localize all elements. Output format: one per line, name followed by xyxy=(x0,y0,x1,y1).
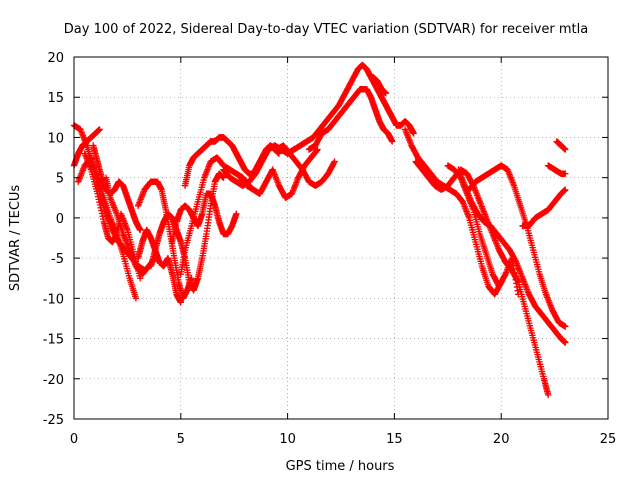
series-arc-18 xyxy=(359,61,417,137)
y-tick-label: -10 xyxy=(43,292,64,307)
y-tick-label: 20 xyxy=(47,51,64,66)
data-point xyxy=(137,275,144,282)
data-point xyxy=(382,90,390,97)
y-tick-label: 10 xyxy=(47,131,64,146)
series-arc-11 xyxy=(177,154,253,278)
plot-frame xyxy=(73,56,609,420)
series-arc-14 xyxy=(237,146,321,201)
data-point xyxy=(544,391,552,399)
series-arc-16 xyxy=(284,61,366,157)
series-arc-8 xyxy=(134,226,184,306)
data-point xyxy=(515,291,522,298)
x-tick-label: 5 xyxy=(177,432,185,447)
x-axis-label: GPS time / hours xyxy=(286,459,395,474)
chart-title: Day 100 of 2022, Sidereal Day-to-day VTE… xyxy=(64,22,588,37)
series-arc-20 xyxy=(369,73,390,97)
y-tick-label: 15 xyxy=(47,91,64,106)
y-tick-label: -15 xyxy=(43,333,64,348)
data-point xyxy=(314,146,321,153)
data-point xyxy=(562,170,569,177)
series-arc-22 xyxy=(412,158,552,399)
series-arc-26 xyxy=(519,186,569,230)
data-point xyxy=(562,339,569,346)
data-points xyxy=(70,61,569,399)
series-arc-1 xyxy=(70,126,103,169)
axis-ticks: 0 5 10 15 20 25 -25 -20 -15 -10 -5 0 5 10 15 20 xyxy=(43,51,617,447)
x-tick-label: 15 xyxy=(386,432,403,447)
y-tick-label: 5 xyxy=(56,172,64,187)
series-arc-27 xyxy=(544,162,569,177)
data-point xyxy=(562,146,569,153)
data-point xyxy=(410,130,417,137)
y-tick-label: -20 xyxy=(43,373,64,388)
y-axis-label: SDTVAR / TECUs xyxy=(8,185,23,292)
data-point xyxy=(220,174,227,181)
series-arc-7 xyxy=(134,178,195,302)
data-point xyxy=(562,186,569,193)
x-tick-label: 25 xyxy=(600,432,617,447)
x-tick-label: 0 xyxy=(70,432,78,447)
x-tick-label: 10 xyxy=(279,432,296,447)
data-point xyxy=(137,226,144,234)
series-arc-24 xyxy=(455,166,569,346)
y-tick-label: 0 xyxy=(56,212,64,227)
series-arc-25 xyxy=(465,162,569,330)
series-arc-15 xyxy=(273,142,338,189)
data-point xyxy=(331,158,338,165)
series-arc-19 xyxy=(363,85,396,145)
x-tick-label: 20 xyxy=(493,432,510,447)
data-point xyxy=(96,126,103,133)
data-point xyxy=(177,299,184,306)
y-tick-label: -5 xyxy=(51,252,64,267)
data-point xyxy=(562,323,569,330)
data-point xyxy=(132,295,140,302)
data-point xyxy=(389,138,396,145)
data-point xyxy=(233,210,240,218)
y-tick-label: -25 xyxy=(43,413,64,428)
series-arc-28 xyxy=(553,138,569,153)
series-arc-17 xyxy=(305,85,370,153)
